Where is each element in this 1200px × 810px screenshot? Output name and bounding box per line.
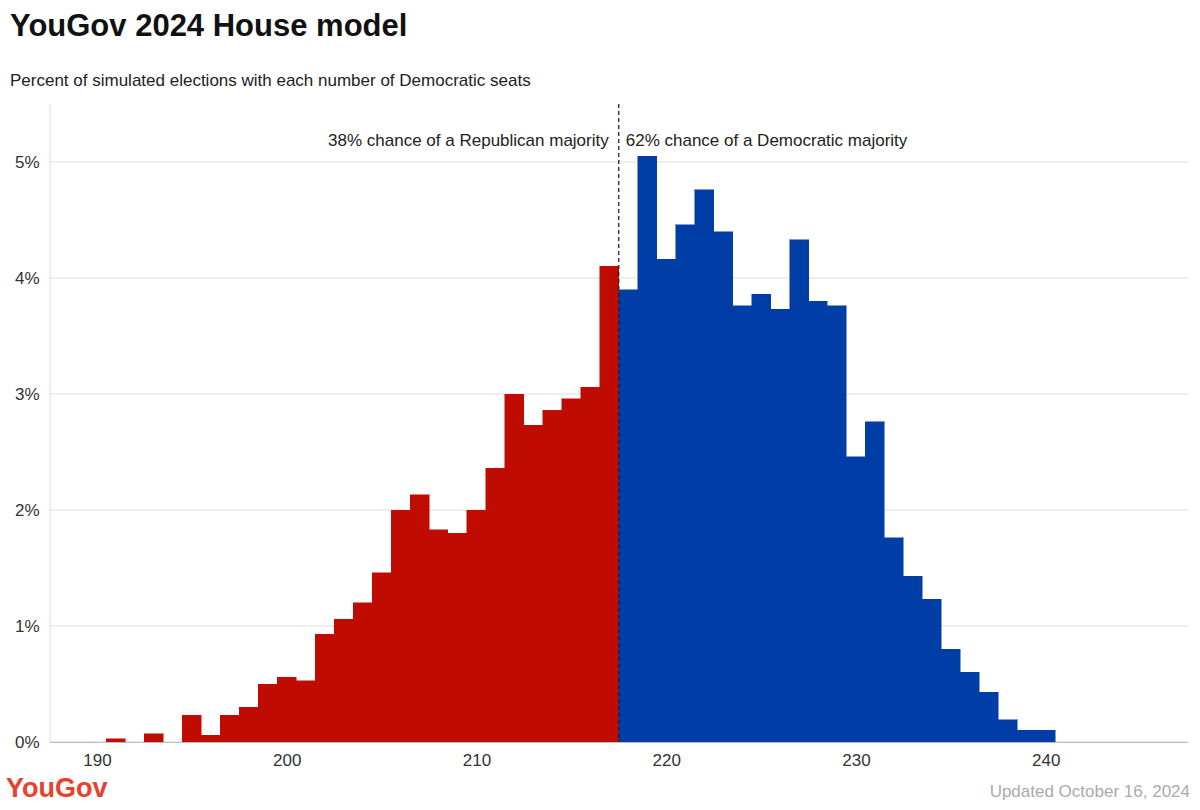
bar	[846, 457, 865, 742]
y-tick: 3%	[15, 385, 50, 404]
x-tick-label: 230	[842, 751, 870, 770]
bar	[372, 573, 391, 742]
bar	[125, 742, 144, 743]
bar	[106, 739, 125, 742]
bar	[638, 156, 657, 742]
bar	[562, 399, 581, 742]
x-tick: 220	[653, 742, 681, 770]
bar	[695, 190, 714, 742]
majority-line	[618, 104, 619, 742]
x-axis-line	[50, 742, 1189, 743]
bar	[865, 422, 884, 742]
bar	[922, 599, 941, 742]
x-tick-label: 210	[463, 751, 491, 770]
y-tick: 5%	[15, 153, 50, 172]
x-tick: 200	[273, 742, 301, 770]
bar	[315, 634, 334, 742]
bar	[448, 533, 467, 742]
bar	[903, 576, 922, 742]
bar	[201, 735, 220, 742]
annotation: 62% chance of a Democratic majority	[626, 131, 908, 150]
x-tick: 190	[83, 742, 111, 770]
y-tick: 1%	[15, 617, 50, 636]
bar	[998, 720, 1017, 742]
bar	[163, 742, 182, 743]
bar	[486, 468, 505, 742]
bar	[979, 692, 998, 742]
logo: YouGov	[6, 773, 108, 803]
bar	[600, 266, 619, 742]
x-axis: 190 200 210 220 230 240	[50, 742, 1189, 770]
bar	[467, 510, 486, 742]
y-axis: 0% 1% 2% 3% 4% 5%	[15, 105, 50, 752]
bar	[752, 294, 771, 742]
bars	[106, 156, 1055, 742]
bar	[733, 306, 752, 742]
note: Updated October 16, 2024	[990, 782, 1190, 801]
bar	[429, 530, 448, 742]
bar	[296, 681, 315, 742]
bar	[827, 306, 846, 742]
x-tick: 240	[1032, 742, 1060, 770]
bar	[771, 309, 790, 742]
bar	[809, 301, 828, 742]
bar	[657, 259, 676, 742]
chart: YouGov 2024 House model Percent of simula…	[0, 0, 1200, 810]
x-tick-label: 220	[653, 751, 681, 770]
subtitle: Percent of simulated elections with each…	[10, 71, 531, 90]
x-tick: 210	[463, 742, 491, 770]
x-tick-label: 240	[1032, 751, 1060, 770]
bar	[144, 734, 163, 742]
bar	[410, 495, 429, 742]
bar	[505, 394, 524, 742]
bar	[353, 603, 372, 742]
bar	[1036, 730, 1055, 742]
x-tick-label: 200	[273, 751, 301, 770]
bar	[258, 684, 277, 742]
y-tick-label: 0%	[15, 733, 40, 752]
y-tick-label: 1%	[15, 617, 40, 636]
bar	[1017, 730, 1036, 742]
grid	[50, 162, 1189, 742]
y-tick: 4%	[15, 269, 50, 288]
bar	[239, 707, 258, 742]
bar	[941, 649, 960, 742]
bar	[524, 425, 543, 742]
bar	[581, 387, 600, 742]
bar	[391, 510, 410, 742]
bar	[676, 225, 695, 742]
annotation: 38% chance of a Republican majority	[328, 131, 609, 150]
y-tick-label: 4%	[15, 269, 40, 288]
bar	[960, 672, 979, 742]
bar	[277, 677, 296, 742]
title: YouGov 2024 House model	[10, 8, 407, 43]
y-tick-label: 5%	[15, 153, 40, 172]
y-axis-line	[50, 105, 51, 743]
x-tick-label: 190	[83, 751, 111, 770]
y-tick: 2%	[15, 501, 50, 520]
y-tick-label: 2%	[15, 501, 40, 520]
x-tick: 230	[842, 742, 870, 770]
bar	[714, 232, 733, 742]
bar	[220, 715, 239, 742]
bar	[884, 538, 903, 742]
y-tick-label: 3%	[15, 385, 40, 404]
bar	[543, 410, 562, 742]
y-tick: 0%	[15, 733, 50, 752]
bar	[790, 240, 809, 742]
bar	[182, 715, 201, 742]
bar	[334, 619, 353, 742]
bar	[619, 290, 638, 742]
